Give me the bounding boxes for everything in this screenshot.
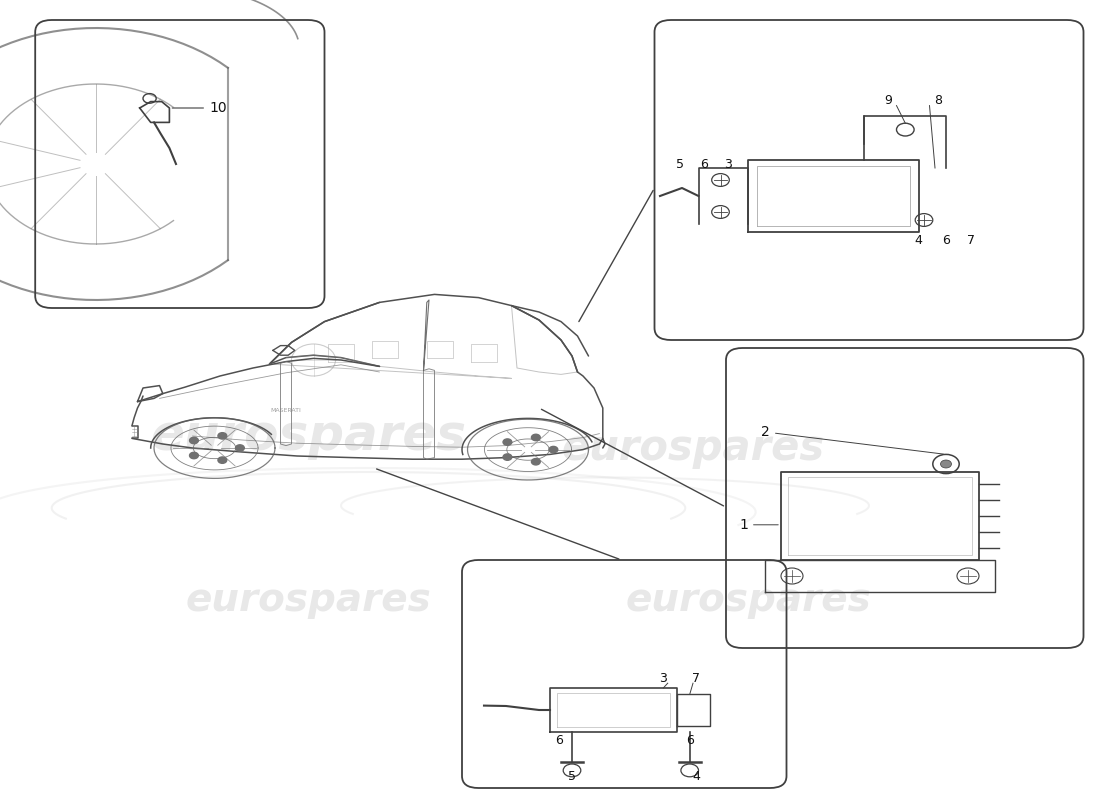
Text: 10: 10: [173, 101, 227, 115]
Text: 2: 2: [761, 425, 943, 454]
Circle shape: [189, 452, 198, 458]
Text: eurospares: eurospares: [561, 427, 825, 469]
Circle shape: [189, 438, 198, 444]
Text: 6: 6: [700, 158, 708, 170]
Text: 7: 7: [692, 672, 701, 685]
Text: 9: 9: [883, 94, 892, 106]
Circle shape: [531, 434, 540, 441]
Circle shape: [940, 460, 952, 468]
Text: 6: 6: [554, 734, 563, 746]
Text: 6: 6: [685, 734, 694, 746]
Text: 3: 3: [659, 672, 668, 685]
Text: 1: 1: [739, 518, 778, 532]
Circle shape: [218, 457, 227, 463]
Text: 4: 4: [692, 770, 701, 782]
Circle shape: [218, 433, 227, 439]
Circle shape: [503, 454, 512, 460]
Circle shape: [549, 446, 558, 453]
Circle shape: [235, 445, 244, 451]
Text: MASERATI: MASERATI: [271, 408, 301, 413]
Text: 7: 7: [967, 234, 976, 246]
Text: eurospares: eurospares: [625, 581, 871, 619]
Text: eurospares: eurospares: [150, 412, 466, 460]
Text: 4: 4: [914, 234, 923, 246]
Text: 6: 6: [942, 234, 950, 246]
Text: 5: 5: [675, 158, 684, 170]
Text: 3: 3: [724, 158, 733, 170]
Circle shape: [531, 458, 540, 465]
Text: 8: 8: [934, 94, 943, 106]
Text: 5: 5: [568, 770, 576, 782]
Circle shape: [503, 439, 512, 446]
Text: eurospares: eurospares: [185, 581, 431, 619]
